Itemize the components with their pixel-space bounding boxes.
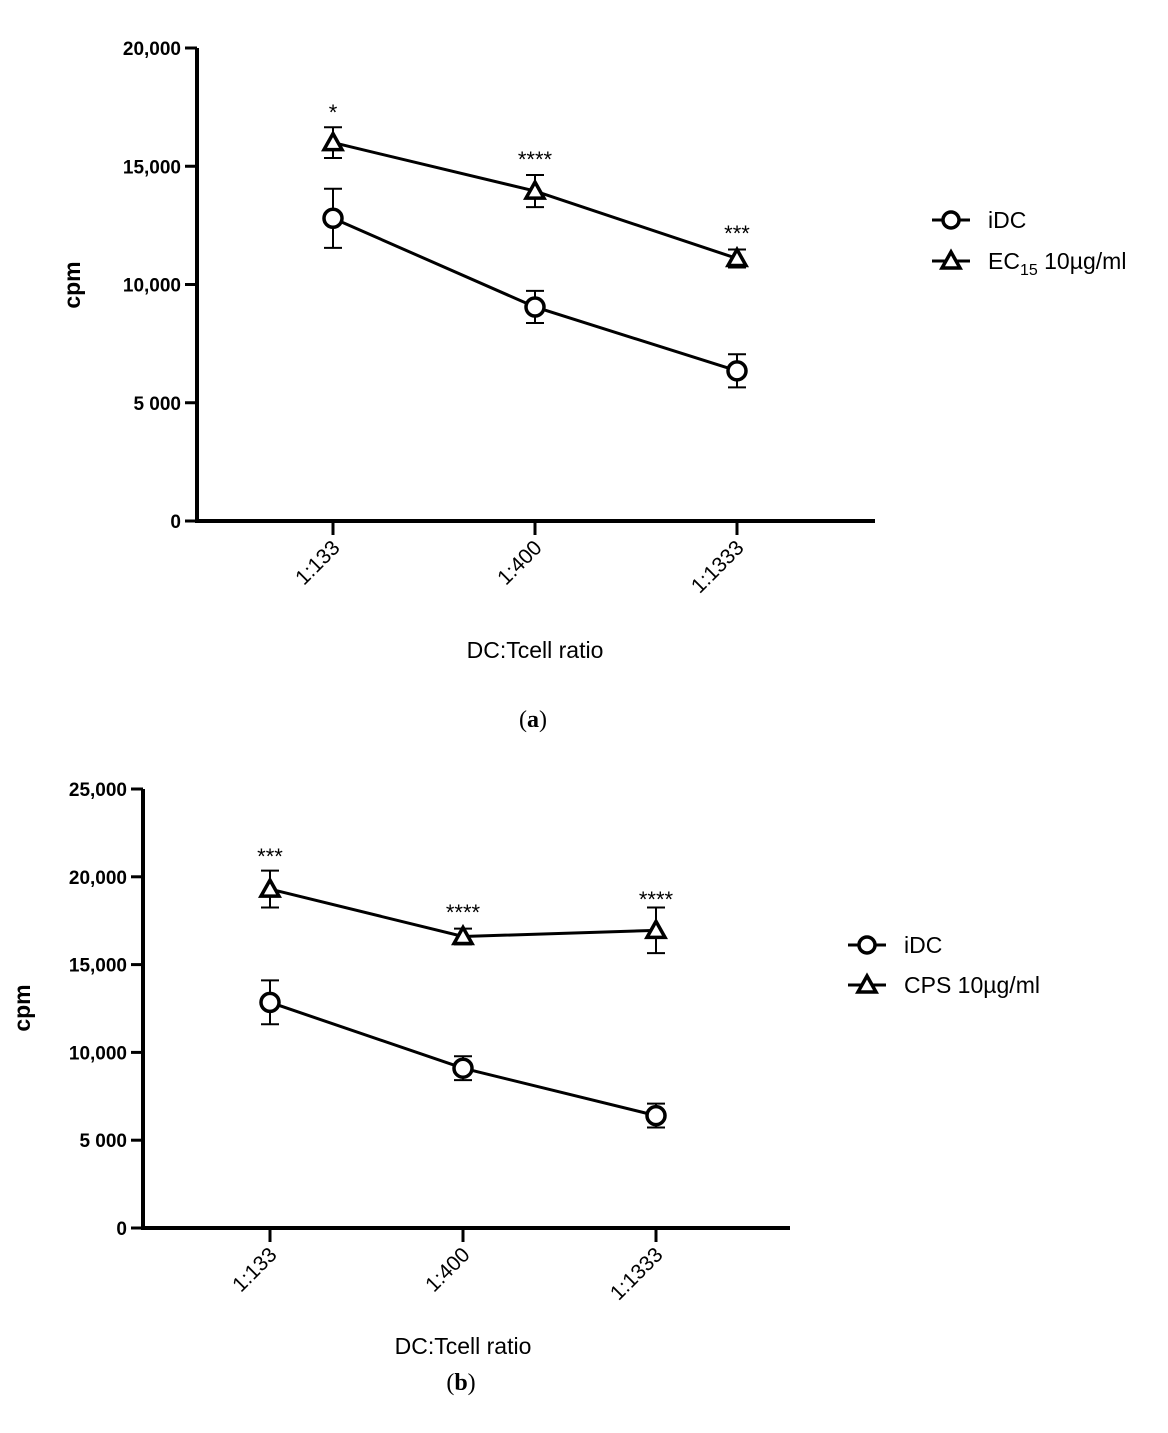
legend-label: EC15 10µg/ml [988,248,1126,279]
data-point-triangle [725,245,749,268]
data-point-triangle [451,923,475,946]
data-point-circle [524,296,546,318]
panel-caption: (b) [446,1370,475,1396]
data-point-circle [259,991,281,1014]
data-point-triangle [321,130,345,152]
significance-label: *** [257,844,283,869]
legend-marker-circle [941,210,961,230]
legend-label: CPS 10µg/ml [904,972,1040,998]
y-tick-label: 5 000 [133,394,181,415]
legend-label-tail: 10µg/ml [1038,248,1127,274]
legend-item-triangle: EC15 10µg/ml [932,248,1126,279]
legend-label-main: iDC [904,932,942,958]
data-point-circle [726,360,748,382]
legend-marker-triangle [939,248,963,270]
series-circle [322,187,748,389]
chart-panel-a: 0 5 000 10,000 15,000 20,000 1:133 1:400 1:1333… [59,39,1126,733]
x-tick-label: 1:400 [421,1243,474,1296]
significance-label: **** [518,147,553,172]
y-axis-label: cpm [59,261,85,308]
data-point-circle [452,1057,474,1079]
y-tick-label: 20,000 [69,868,127,889]
x-tick-label: 1:400 [493,536,546,589]
significance-label: **** [639,887,674,912]
y-tick-label: 5 000 [79,1131,127,1152]
legend-marker-circle [857,935,877,955]
y-tick-label: 20,000 [123,39,181,60]
panel-caption: (a) [519,707,547,733]
legend-item-circle: iDC [932,207,1026,233]
x-axis-label: DC:Tcell ratio [467,637,604,663]
x-axis-label: DC:Tcell ratio [395,1333,532,1359]
significance-label: **** [446,900,481,925]
y-tick-label: 15,000 [123,157,181,178]
legend-item-circle: iDC [848,932,942,958]
legend-label-main: EC [988,248,1020,274]
data-point-triangle [258,876,282,898]
y-tick-label: 10,000 [69,1043,127,1064]
legend-label-subscript: 15 [1020,262,1038,279]
data-point-triangle [644,917,668,940]
data-point-triangle [523,178,547,200]
legend-label: iDC [904,932,942,958]
series-triangle [321,126,749,269]
y-tick-label: 25,000 [69,780,127,801]
x-tick-label: 1:1333 [687,536,749,598]
significance-label: * [329,100,338,125]
chart-panel-b: 0 5 000 10,000 15,000 20,000 25,000 1:133 1:400… [9,780,1040,1396]
y-tick-label: 15,000 [69,956,127,977]
series-circle [259,979,667,1129]
y-tick-label: 0 [116,1219,127,1240]
x-tick-label: 1:133 [228,1243,281,1296]
panel-caption-letter: b [454,1370,467,1396]
legend-marker-triangle [855,972,879,994]
x-tick-label: 1:133 [291,536,344,589]
legend-label: iDC [988,207,1026,233]
series-triangle [258,869,668,955]
y-axis-label: cpm [9,984,35,1031]
data-point-circle [645,1104,667,1127]
y-tick-label: 0 [170,512,181,533]
legend-label-main: CPS 10µg/ml [904,972,1040,998]
significance-label: *** [724,221,750,246]
legend-label-main: iDC [988,207,1026,233]
data-point-circle [322,207,344,230]
x-tick-label: 1:1333 [606,1243,668,1305]
y-tick-label: 10,000 [123,276,181,297]
panel-caption-letter: a [527,707,539,733]
legend-item-triangle: CPS 10µg/ml [848,972,1040,998]
